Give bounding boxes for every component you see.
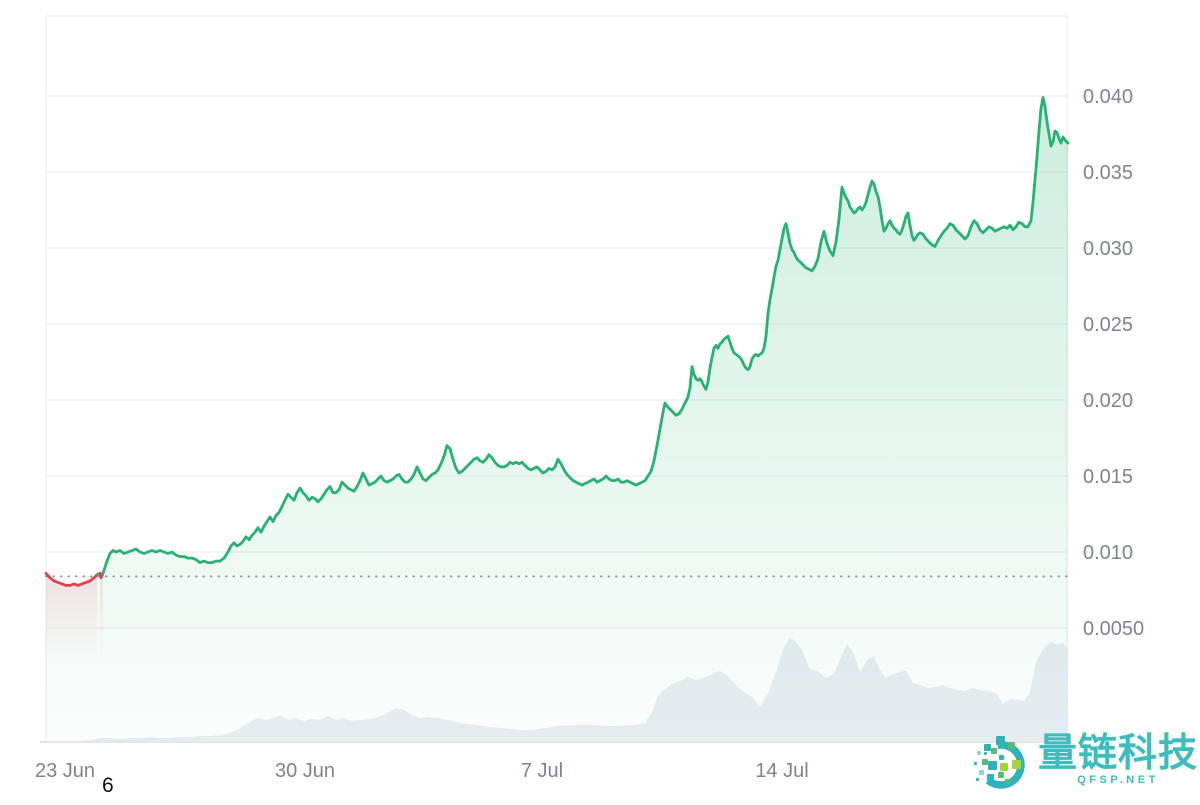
y-tick-label: 0.010 <box>1083 542 1133 564</box>
y-tick-label: 0.0050 <box>1083 618 1144 640</box>
price-area-below-reference <box>100 573 103 742</box>
x-tick-label: 30 Jun <box>275 760 335 782</box>
y-tick-label: 0.020 <box>1083 390 1133 412</box>
x-tick-label: 7 Jul <box>521 760 563 782</box>
y-tick-label: 0.025 <box>1083 314 1133 336</box>
price-line-up[interactable] <box>101 96 1070 575</box>
y-tick-label: 0.035 <box>1083 162 1133 184</box>
x-tick-label: 23 Jun <box>35 760 95 782</box>
price-area-below-reference <box>46 573 97 742</box>
y-tick-label: 0.030 <box>1083 238 1133 260</box>
x-tick-label: 14 Jul <box>755 760 808 782</box>
price-area <box>46 97 1068 742</box>
brand-url: QFSP.NET <box>1077 774 1159 786</box>
brand-text-block: 量链科技 QFSP.NET <box>1038 734 1198 786</box>
y-tick-label: 0.015 <box>1083 466 1133 488</box>
price-line-down[interactable] <box>44 571 99 587</box>
stray-text: 6 <box>102 774 114 797</box>
y-tick-label: 0.040 <box>1083 86 1133 108</box>
price-line-down[interactable] <box>98 571 105 580</box>
brand-name: 量链科技 <box>1038 732 1199 775</box>
watermark: 量链科技 QFSP.NET <box>972 734 1198 796</box>
brand-logo-icon <box>974 736 1025 789</box>
